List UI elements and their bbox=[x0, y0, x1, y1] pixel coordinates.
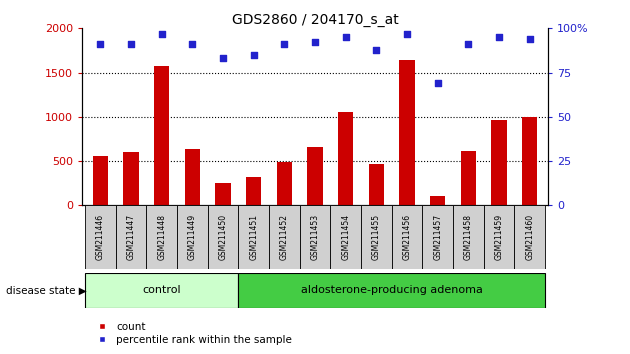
Bar bbox=[93, 156, 108, 205]
Bar bbox=[453, 205, 484, 269]
Text: GSM211451: GSM211451 bbox=[249, 214, 258, 260]
Bar bbox=[461, 152, 476, 205]
Bar bbox=[123, 152, 139, 205]
Bar bbox=[215, 183, 231, 205]
Legend: count, percentile rank within the sample: count, percentile rank within the sample bbox=[87, 317, 296, 349]
Text: GSM211458: GSM211458 bbox=[464, 214, 473, 260]
Text: aldosterone-producing adenoma: aldosterone-producing adenoma bbox=[301, 285, 483, 295]
Text: GSM211457: GSM211457 bbox=[433, 214, 442, 260]
Bar bbox=[514, 205, 545, 269]
Point bbox=[218, 56, 228, 61]
Point bbox=[463, 41, 473, 47]
Text: GSM211448: GSM211448 bbox=[157, 214, 166, 260]
Bar bbox=[154, 67, 169, 205]
Text: disease state ▶: disease state ▶ bbox=[6, 285, 87, 295]
Point bbox=[402, 31, 412, 36]
Text: GSM211446: GSM211446 bbox=[96, 214, 105, 260]
Bar bbox=[491, 120, 507, 205]
Bar bbox=[361, 205, 392, 269]
Bar bbox=[146, 205, 177, 269]
Bar bbox=[338, 112, 353, 205]
Bar bbox=[208, 205, 238, 269]
Point bbox=[371, 47, 381, 52]
Bar bbox=[116, 205, 146, 269]
Point bbox=[157, 31, 167, 36]
Text: GSM211449: GSM211449 bbox=[188, 214, 197, 260]
Bar bbox=[238, 273, 545, 308]
Text: GSM211460: GSM211460 bbox=[525, 214, 534, 260]
Bar bbox=[399, 60, 415, 205]
Point bbox=[126, 41, 136, 47]
Bar bbox=[185, 149, 200, 205]
Point bbox=[249, 52, 259, 58]
Text: GSM211455: GSM211455 bbox=[372, 214, 381, 260]
Point bbox=[525, 36, 535, 42]
Text: control: control bbox=[142, 285, 181, 295]
Text: GSM211456: GSM211456 bbox=[403, 214, 411, 260]
Bar bbox=[522, 117, 537, 205]
Point bbox=[310, 40, 320, 45]
Title: GDS2860 / 204170_s_at: GDS2860 / 204170_s_at bbox=[232, 13, 398, 27]
Bar bbox=[300, 205, 330, 269]
Bar bbox=[277, 162, 292, 205]
Bar bbox=[369, 164, 384, 205]
Bar bbox=[85, 205, 116, 269]
Bar bbox=[430, 195, 445, 205]
Bar bbox=[307, 147, 323, 205]
Bar bbox=[85, 273, 238, 308]
Bar bbox=[177, 205, 208, 269]
Bar bbox=[392, 205, 422, 269]
Point bbox=[187, 41, 197, 47]
Bar bbox=[246, 177, 261, 205]
Point bbox=[95, 41, 105, 47]
Point bbox=[494, 34, 504, 40]
Point bbox=[279, 41, 289, 47]
Bar bbox=[330, 205, 361, 269]
Text: GSM211454: GSM211454 bbox=[341, 214, 350, 260]
Text: GSM211459: GSM211459 bbox=[495, 214, 503, 260]
Point bbox=[341, 34, 351, 40]
Text: GSM211452: GSM211452 bbox=[280, 214, 289, 260]
Text: GSM211453: GSM211453 bbox=[311, 214, 319, 260]
Bar bbox=[422, 205, 453, 269]
Bar bbox=[484, 205, 514, 269]
Bar bbox=[238, 205, 269, 269]
Text: GSM211450: GSM211450 bbox=[219, 214, 227, 260]
Bar bbox=[269, 205, 300, 269]
Text: GSM211447: GSM211447 bbox=[127, 214, 135, 260]
Point bbox=[433, 80, 443, 86]
